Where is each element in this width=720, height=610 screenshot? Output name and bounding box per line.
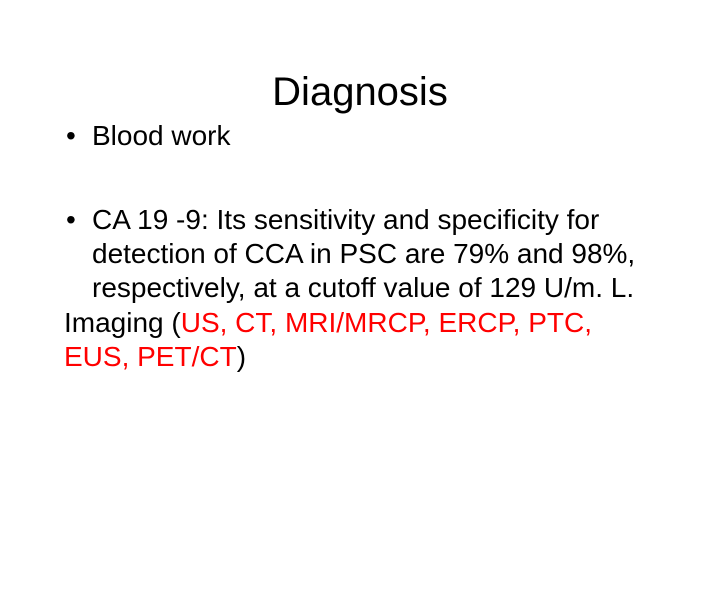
imaging-line: Imaging (US, CT, MRI/MRCP, ERCP, PTC, EU… bbox=[64, 306, 660, 374]
bullet-item: • Blood work bbox=[64, 119, 660, 153]
slide-title: Diagnosis bbox=[0, 70, 720, 115]
spacer bbox=[64, 153, 660, 203]
bullet-dot-icon: • bbox=[64, 203, 92, 237]
bullet-text: CA 19 -9: Its sensitivity and specificit… bbox=[92, 203, 660, 305]
slide: Diagnosis • Blood work • CA 19 -9: Its s… bbox=[0, 70, 720, 610]
imaging-prefix: Imaging ( bbox=[64, 307, 181, 338]
bullet-item: • CA 19 -9: Its sensitivity and specific… bbox=[64, 203, 660, 305]
slide-body: • Blood work • CA 19 -9: Its sensitivity… bbox=[0, 119, 720, 374]
bullet-text: Blood work bbox=[92, 119, 660, 153]
bullet-dot-icon: • bbox=[64, 119, 92, 153]
imaging-suffix: ) bbox=[237, 341, 246, 372]
